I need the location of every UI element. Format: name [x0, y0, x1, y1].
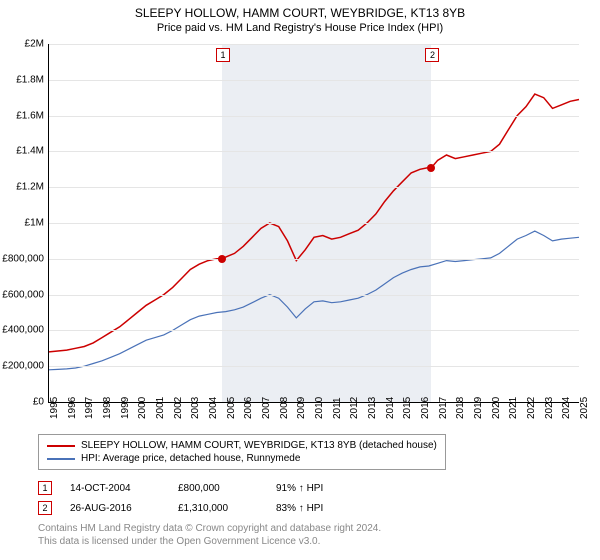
gridline: [49, 80, 579, 81]
x-tick-label: 2006: [243, 397, 254, 419]
series-hpi: [49, 231, 579, 370]
sale-price: £800,000: [178, 483, 258, 494]
y-tick-label: £0: [0, 397, 48, 408]
y-tick-label: £1.8M: [0, 74, 48, 85]
y-tick-label: £400,000: [0, 325, 48, 336]
chart-container: SLEEPY HOLLOW, HAMM COURT, WEYBRIDGE, KT…: [0, 0, 600, 560]
x-tick-label: 2007: [261, 397, 272, 419]
sale-price: £1,310,000: [178, 503, 258, 514]
plot-area: 1995199619971998199920002001200220032004…: [48, 44, 579, 403]
sale-records: 1 14-OCT-2004 £800,000 91% ↑ HPI 2 26-AUG-201…: [38, 478, 356, 518]
x-tick-label: 2010: [314, 397, 325, 419]
legend-swatch: [47, 445, 75, 447]
sale-dot-2: [427, 164, 435, 172]
x-tick-label: 2000: [137, 397, 148, 419]
footer-line-2: This data is licensed under the Open Gov…: [38, 535, 381, 548]
y-tick-label: £1.4M: [0, 146, 48, 157]
x-tick-label: 1997: [84, 397, 95, 419]
x-tick-label: 2012: [349, 397, 360, 419]
legend-label: HPI: Average price, detached house, Runn…: [81, 453, 300, 464]
y-tick-label: £800,000: [0, 253, 48, 264]
sale-marker-1: 1: [216, 48, 230, 62]
legend-row: SLEEPY HOLLOW, HAMM COURT, WEYBRIDGE, KT…: [47, 439, 437, 452]
legend-swatch: [47, 458, 75, 460]
x-tick-label: 2024: [561, 397, 572, 419]
x-tick-label: 2005: [226, 397, 237, 419]
y-tick-label: £2M: [0, 39, 48, 50]
x-tick-label: 1999: [120, 397, 131, 419]
gridline: [49, 116, 579, 117]
x-tick-label: 2018: [455, 397, 466, 419]
footer-line-1: Contains HM Land Registry data © Crown c…: [38, 522, 381, 535]
x-tick-label: 2019: [473, 397, 484, 419]
legend-label: SLEEPY HOLLOW, HAMM COURT, WEYBRIDGE, KT…: [81, 440, 437, 451]
y-tick-label: £600,000: [0, 289, 48, 300]
footer-text: Contains HM Land Registry data © Crown c…: [38, 522, 381, 548]
sale-marker-2: 2: [425, 48, 439, 62]
x-tick-label: 1995: [49, 397, 60, 419]
x-tick-label: 2016: [420, 397, 431, 419]
sale-row: 2 26-AUG-2016 £1,310,000 83% ↑ HPI: [38, 498, 356, 518]
sale-row-marker: 2: [38, 501, 52, 515]
x-tick-label: 2008: [279, 397, 290, 419]
sale-date: 26-AUG-2016: [70, 503, 160, 514]
legend-row: HPI: Average price, detached house, Runn…: [47, 452, 437, 465]
gridline: [49, 151, 579, 152]
x-tick-label: 2009: [296, 397, 307, 419]
x-tick-label: 2014: [385, 397, 396, 419]
gridline: [49, 259, 579, 260]
gridline: [49, 366, 579, 367]
x-tick-label: 2003: [190, 397, 201, 419]
x-tick-label: 2011: [332, 397, 343, 419]
x-tick-label: 2002: [173, 397, 184, 419]
x-tick-label: 2020: [491, 397, 502, 419]
gridline: [49, 295, 579, 296]
gridline: [49, 187, 579, 188]
sale-row-marker: 1: [38, 481, 52, 495]
x-tick-label: 2013: [367, 397, 378, 419]
sale-dot-1: [218, 255, 226, 263]
y-tick-label: £1.6M: [0, 110, 48, 121]
gridline: [49, 223, 579, 224]
chart-title: SLEEPY HOLLOW, HAMM COURT, WEYBRIDGE, KT…: [0, 0, 600, 20]
sale-pct: 83% ↑ HPI: [276, 503, 356, 514]
x-tick-label: 2021: [508, 397, 519, 419]
legend: SLEEPY HOLLOW, HAMM COURT, WEYBRIDGE, KT…: [38, 434, 446, 470]
x-tick-label: 2025: [579, 397, 590, 419]
y-tick-label: £1M: [0, 218, 48, 229]
x-tick-label: 1998: [102, 397, 113, 419]
y-tick-label: £200,000: [0, 361, 48, 372]
x-tick-label: 2022: [526, 397, 537, 419]
x-tick-label: 2015: [402, 397, 413, 419]
sale-pct: 91% ↑ HPI: [276, 483, 356, 494]
y-tick-label: £1.2M: [0, 182, 48, 193]
x-tick-label: 2017: [438, 397, 449, 419]
sale-date: 14-OCT-2004: [70, 483, 160, 494]
x-tick-label: 2004: [208, 397, 219, 419]
chart-subtitle: Price paid vs. HM Land Registry's House …: [0, 20, 600, 34]
gridline: [49, 330, 579, 331]
gridline: [49, 44, 579, 45]
x-tick-label: 2023: [544, 397, 555, 419]
x-tick-label: 1996: [67, 397, 78, 419]
sale-row: 1 14-OCT-2004 £800,000 91% ↑ HPI: [38, 478, 356, 498]
x-tick-label: 2001: [155, 397, 166, 419]
